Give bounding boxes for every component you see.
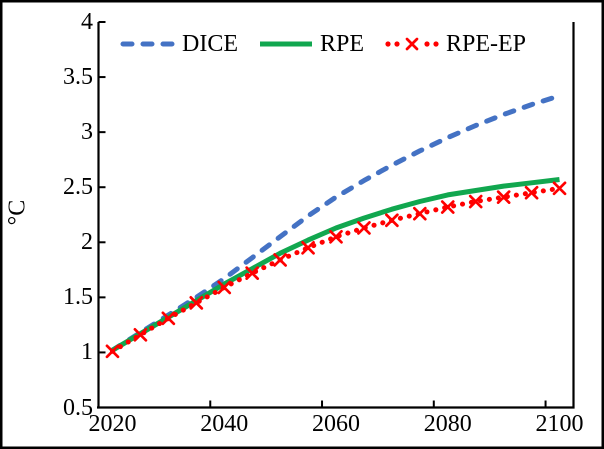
y-tick-label: 2.5 [63,174,93,201]
dice-line [110,93,562,353]
legend: DICE RPE RPE-EP [119,30,526,58]
rpe-ep-markers [105,181,567,359]
legend-item-dice: DICE [119,30,238,58]
y-tick-label: 4 [81,9,93,35]
legend-label-rpe: RPE [320,31,365,57]
rpe-line [111,177,560,353]
legend-label-dice: DICE [182,31,238,57]
x-tick-label: 2020 [88,411,137,437]
legend-label-rpe-ep: RPE-EP [446,31,527,57]
y-tick-label: 3.5 [63,64,93,91]
y-axis-title: °C [4,199,31,226]
legend-item-rpe-ep: RPE-EP [383,30,526,58]
x-tick-label: 2100 [535,411,584,437]
rpe-ep-line [110,185,562,354]
rpe-ep-line-sample-icon [385,37,439,51]
y-tick-label: 1.5 [63,284,93,311]
y-tick-label: 3 [81,119,93,146]
legend-item-rpe: RPE [257,30,364,58]
x-tick-label: 2080 [423,411,472,437]
x-tick-label: 2060 [312,411,360,437]
y-tick-label: 1 [81,339,93,366]
y-tick-label: 2 [81,229,93,256]
x-tick-label: 2040 [200,411,249,437]
rpe-line-sample-icon [260,41,312,47]
y-tick-label: 0.5 [63,394,93,421]
dice-line-sample-icon [120,41,176,47]
